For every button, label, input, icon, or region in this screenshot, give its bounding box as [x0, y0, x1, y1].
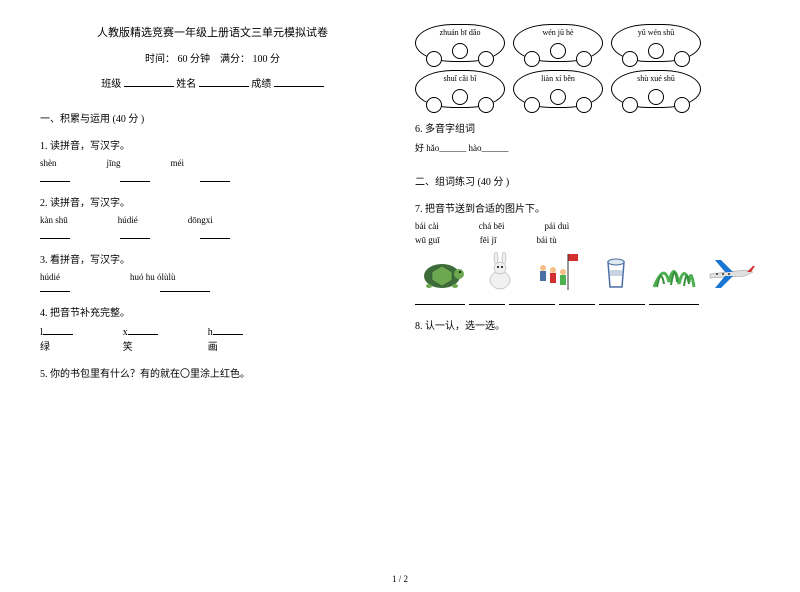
name-label: 姓名: [176, 79, 196, 90]
q3-title: 3. 看拼音，写汉字。: [40, 251, 385, 266]
section2-title: 二、组词练习 (40 分 ): [415, 173, 760, 188]
q4-letters: l绿 x笑 h画: [40, 325, 385, 353]
cloud-6: shù xué shū: [611, 70, 701, 108]
cloud-2: wén jū hè: [513, 24, 603, 62]
turtle-icon: [415, 251, 469, 293]
q3-blanks: [40, 282, 385, 292]
q2-p3: dōngxi: [188, 215, 213, 225]
q2-pinyin: kàn shū húdié dōngxi: [40, 215, 385, 225]
q3-p1: húdié: [40, 272, 60, 282]
page-number: 1 / 2: [392, 574, 408, 584]
cloud-5: liàn xí běn: [513, 70, 603, 108]
q6-title: 6. 多音字组词: [415, 120, 760, 135]
q2-p2: húdié: [118, 215, 138, 225]
q3-p2: huó hu ólùlù: [130, 272, 176, 282]
cloud-6-text: shù xué shū: [637, 74, 675, 83]
time-label: 时间：: [145, 54, 175, 65]
q4-c2: 笑: [123, 338, 133, 353]
q1-p3: méi: [171, 158, 185, 168]
q7-r1-1: bái cài: [415, 221, 439, 231]
cloud-group: zhuán bī dǎo wén jū hè yǔ wén shū shuǐ c…: [415, 24, 760, 108]
q3-pinyin: húdié huó hu ólùlù: [40, 272, 385, 282]
grade-label: 成绩: [251, 79, 271, 90]
q4-title: 4. 把音节补充完整。: [40, 304, 385, 319]
cup-icon: [589, 251, 643, 293]
q7-row2: wū guī fēi jī bái tù: [415, 235, 760, 245]
exam-time: 时间： 60 分钟 满分： 100 分: [40, 50, 385, 65]
q7-row1: bái cài chá bēi pái duì: [415, 221, 760, 231]
q4-c3: 画: [208, 338, 218, 353]
vegetable-icon: [647, 251, 701, 293]
student-info: 班级 姓名 成绩: [40, 75, 385, 90]
cloud-2-text: wén jū hè: [542, 28, 573, 37]
q8-title: 8. 认一认，选一选。: [415, 317, 760, 332]
rabbit-icon: [473, 251, 527, 293]
q1-p2: jīng: [107, 158, 121, 168]
cloud-3: yǔ wén shū: [611, 24, 701, 62]
section1-title: 一、积累与运用 (40 分 ): [40, 110, 385, 125]
cloud-1: zhuán bī dǎo: [415, 24, 505, 62]
q1-title: 1. 读拼音，写汉字。: [40, 137, 385, 152]
q1-pinyin: shèn jīng méi: [40, 158, 385, 168]
cloud-1-text: zhuán bī dǎo: [440, 28, 481, 37]
q1-blanks: [40, 172, 385, 182]
score-value: 100 分: [253, 54, 281, 65]
cloud-3-text: yǔ wén shū: [638, 28, 674, 37]
cloud-4: shuǐ cǎi bǐ: [415, 70, 505, 108]
q7-r2-2: fēi jī: [480, 235, 497, 245]
q7-r2-3: bái tù: [537, 235, 557, 245]
q1-p1: shèn: [40, 158, 57, 168]
q2-p1: kàn shū: [40, 215, 68, 225]
cloud-4-text: shuǐ cǎi bǐ: [444, 74, 477, 83]
q7-image-blanks: [415, 295, 760, 305]
q7-images: [415, 251, 760, 293]
q7-title: 7. 把音节送到合适的图片下。: [415, 200, 760, 215]
exam-title: 人教版精选竞赛一年级上册语文三单元模拟试卷: [40, 24, 385, 40]
queue-icon: [531, 251, 585, 293]
time-value: 60 分钟: [178, 54, 211, 65]
plane-icon: [705, 251, 759, 293]
cloud-5-text: liàn xí běn: [541, 74, 575, 83]
q2-blanks: [40, 229, 385, 239]
score-label: 满分：: [220, 54, 250, 65]
q6-line: 好 hǎo______ hào______: [415, 141, 760, 155]
q7-r1-3: pái duì: [544, 221, 569, 231]
q7-r2-1: wū guī: [415, 235, 440, 245]
class-label: 班级: [101, 79, 121, 90]
q2-title: 2. 读拼音，写汉字。: [40, 194, 385, 209]
q5-title: 5. 你的书包里有什么？有的就在〇里涂上红色。: [40, 365, 385, 380]
q7-r1-2: chá bēi: [479, 221, 505, 231]
q4-c1: 绿: [40, 338, 50, 353]
